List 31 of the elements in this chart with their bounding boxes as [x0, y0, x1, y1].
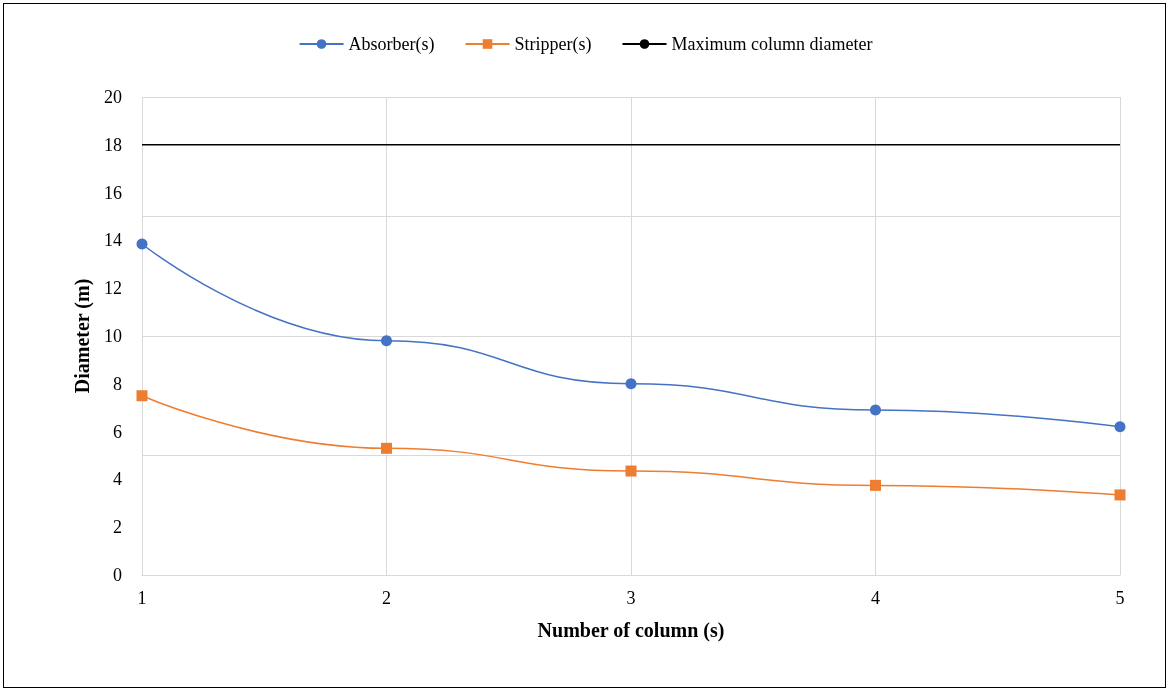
- point: [136, 390, 148, 402]
- x-tick-label: 5: [1115, 588, 1125, 608]
- y-tick-label: 18: [104, 134, 122, 155]
- point: [136, 238, 148, 250]
- x-tick-label: 2: [382, 588, 391, 608]
- y-tick-label: 16: [104, 182, 122, 203]
- y-tick-label: 2: [113, 517, 122, 538]
- x-axis-title: Number of column (s): [537, 619, 725, 642]
- point: [1114, 489, 1126, 501]
- point: [381, 335, 392, 347]
- x-tick-label: 1: [137, 588, 147, 608]
- point: [625, 465, 637, 477]
- legend-label: Maximum column diameter: [671, 34, 873, 54]
- y-tick-label: 12: [104, 278, 122, 299]
- point: [1114, 421, 1126, 433]
- y-tick-label: 14: [104, 230, 122, 251]
- x-tick-label: 3: [626, 588, 636, 608]
- point: [870, 404, 881, 416]
- point: [381, 442, 392, 454]
- y-tick-label: 6: [113, 421, 122, 442]
- y-axis-title: Diameter (m): [71, 278, 94, 394]
- y-tick-label: 8: [113, 373, 122, 394]
- legend-label: Absorber(s): [348, 34, 435, 55]
- y-tick-label: 0: [113, 565, 122, 585]
- legend-label: Stripper(s): [514, 34, 592, 55]
- y-tick-label: 4: [113, 469, 122, 490]
- point: [870, 479, 881, 491]
- y-tick-label: 10: [104, 326, 122, 346]
- y-tick-label: 20: [104, 87, 122, 107]
- point: [625, 378, 637, 390]
- x-tick-label: 4: [871, 588, 880, 608]
